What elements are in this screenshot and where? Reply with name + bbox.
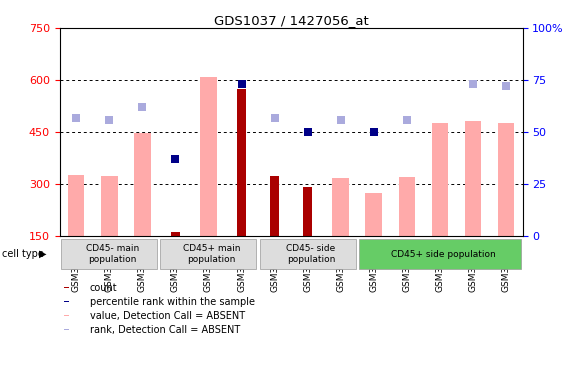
Bar [465, 121, 481, 236]
Bar [303, 187, 312, 236]
Bar [171, 232, 179, 236]
Bar [498, 123, 514, 236]
Bar [101, 176, 118, 236]
Text: CD45- side
population: CD45- side population [286, 244, 336, 264]
Bar [365, 193, 382, 236]
Bar [270, 176, 279, 236]
Bar [64, 329, 69, 330]
Bar [134, 133, 151, 236]
Text: CD45- main
population: CD45- main population [86, 244, 139, 264]
Bar [399, 177, 415, 236]
Text: value, Detection Call = ABSENT: value, Detection Call = ABSENT [90, 311, 245, 321]
Bar [200, 77, 217, 236]
Text: CD45+ side population: CD45+ side population [391, 250, 495, 259]
Bar [64, 315, 69, 316]
Title: GDS1037 / 1427056_at: GDS1037 / 1427056_at [214, 14, 369, 27]
Bar [161, 239, 256, 269]
Bar [359, 239, 521, 269]
Text: percentile rank within the sample: percentile rank within the sample [90, 297, 254, 307]
Bar [68, 175, 85, 236]
Text: rank, Detection Call = ABSENT: rank, Detection Call = ABSENT [90, 325, 240, 335]
Bar [432, 123, 448, 236]
Bar [260, 239, 356, 269]
Bar [237, 89, 245, 236]
Bar [332, 178, 349, 236]
Text: cell type: cell type [2, 249, 44, 259]
Bar [64, 301, 69, 302]
Bar [64, 287, 69, 288]
Text: CD45+ main
population: CD45+ main population [183, 244, 240, 264]
Text: count: count [90, 283, 118, 293]
Bar [61, 239, 157, 269]
Text: ▶: ▶ [39, 249, 46, 259]
